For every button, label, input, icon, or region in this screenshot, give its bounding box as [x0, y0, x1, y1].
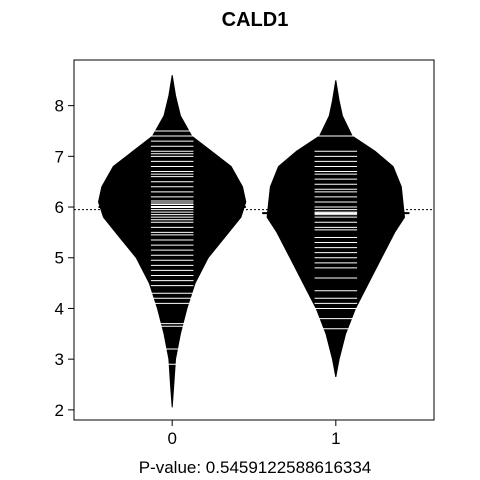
bean-group-0	[97, 75, 247, 408]
y-tick-label: 8	[55, 97, 64, 116]
x-tick-label: 1	[331, 429, 340, 448]
y-tick-label: 5	[55, 249, 64, 268]
x-axis-label: P-value: 0.5459122588616334	[139, 458, 372, 477]
x-tick-label: 0	[167, 429, 176, 448]
y-tick-label: 3	[55, 350, 64, 369]
y-tick-label: 6	[55, 198, 64, 217]
y-tick-label: 7	[55, 147, 64, 166]
plot-frame	[73, 59, 435, 421]
plot-area: 2 3 4 5 6 7 8 0 1	[55, 59, 435, 448]
y-tick-label: 4	[55, 299, 64, 318]
y-tick-label: 2	[55, 401, 64, 420]
bean-group-1	[266, 80, 406, 377]
chart-title: CALD1	[222, 9, 289, 31]
